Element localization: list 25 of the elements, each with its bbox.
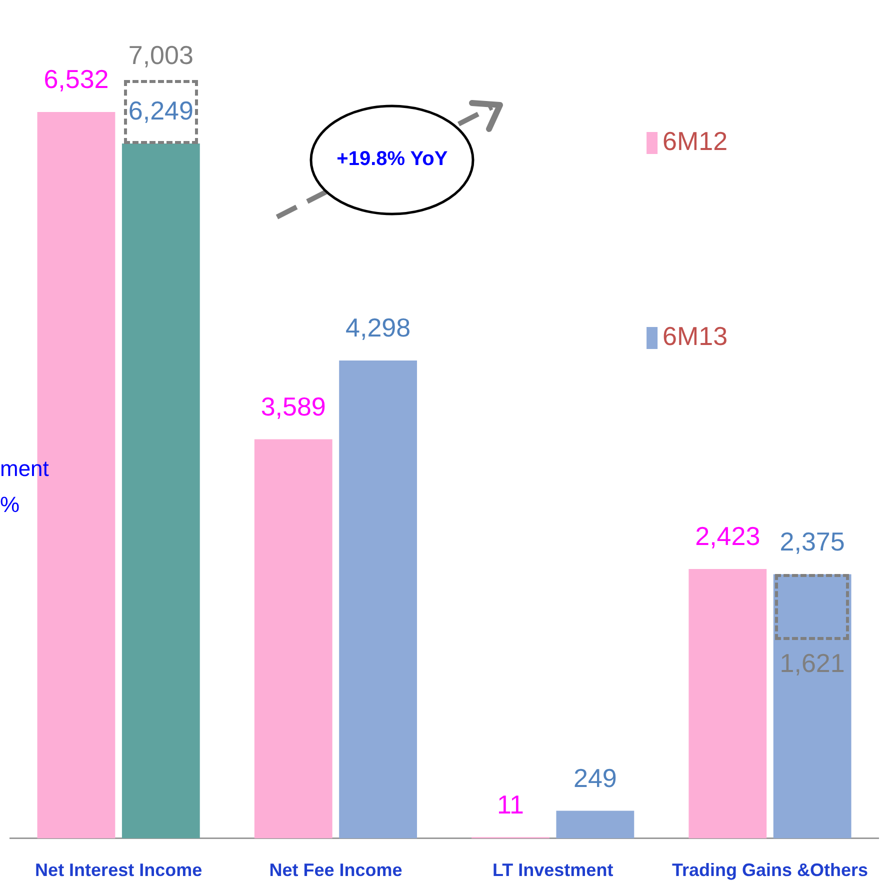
data-label: 6,249: [128, 96, 194, 126]
annotation: %: [0, 492, 20, 518]
data-label: 3,589: [260, 391, 326, 422]
bar: [773, 574, 852, 838]
bar: [122, 144, 200, 838]
x-tick-label: LT Investment: [492, 860, 614, 880]
bar: [688, 568, 767, 838]
data-label: 2,375: [780, 526, 845, 556]
text: 7,003: [128, 40, 194, 70]
data-label: 249: [573, 762, 617, 793]
data-label: 11: [497, 789, 524, 820]
data-label: 4,298: [346, 312, 411, 343]
annotation: +19.8% YoY: [336, 148, 449, 171]
x-tick-label: Net Fee Income: [269, 860, 402, 880]
legend-label: 6M13: [662, 321, 728, 352]
bar: [254, 439, 332, 838]
legend-label: 6M12: [662, 126, 728, 156]
data-label: 2,423: [695, 521, 760, 552]
annotation: 1,621: [778, 648, 846, 680]
bar: [339, 360, 417, 838]
x-tick-label: Net Interest Income: [35, 860, 202, 880]
data-label: 6,532: [44, 64, 109, 94]
x-tick-label: Trading Gains &Others: [672, 860, 868, 880]
bar: [556, 810, 634, 838]
annotation: ment: [0, 456, 49, 482]
